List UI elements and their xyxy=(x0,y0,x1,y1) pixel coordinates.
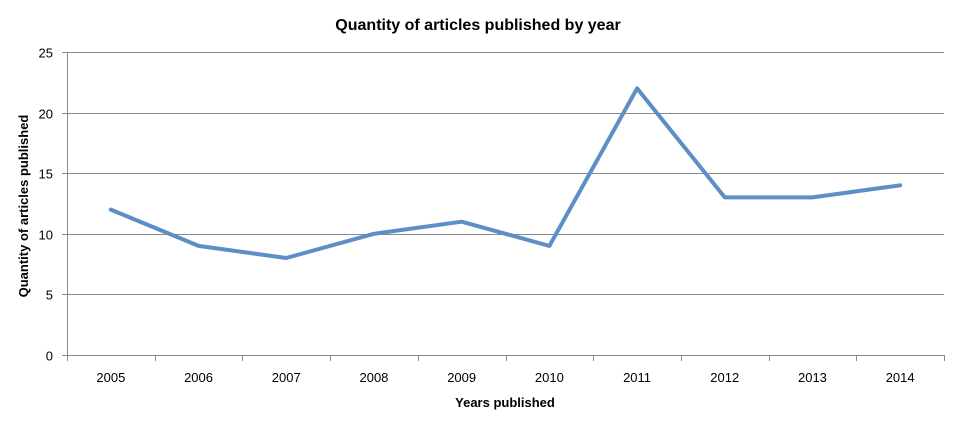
y-tick-label: 25 xyxy=(39,46,53,61)
x-tick-label: 2008 xyxy=(359,370,388,385)
gridlines xyxy=(67,52,944,295)
x-tick-label: 2010 xyxy=(535,370,564,385)
y-tick-label: 10 xyxy=(39,228,53,243)
axes xyxy=(62,52,945,361)
x-tick-label: 2013 xyxy=(798,370,827,385)
y-tick-label: 0 xyxy=(46,349,53,364)
x-tick-labels: 2005 2006 2007 2008 2009 2010 2011 2012 2013 2014 xyxy=(96,370,914,385)
y-tick-label: 15 xyxy=(39,167,53,182)
y-tick-label: 5 xyxy=(46,288,53,303)
x-tick-label: 2014 xyxy=(886,370,915,385)
x-tick-label: 2007 xyxy=(272,370,301,385)
x-tick-label: 2009 xyxy=(447,370,476,385)
y-tick-label: 20 xyxy=(39,107,53,122)
x-axis-title: Years published xyxy=(455,395,555,410)
x-tick-label: 2011 xyxy=(623,370,651,385)
chart-title: Quantity of articles published by year xyxy=(335,17,620,34)
series-line xyxy=(108,86,903,260)
x-tick-label: 2012 xyxy=(710,370,739,385)
y-tick-labels: 0 5 10 15 20 25 xyxy=(39,46,53,364)
y-axis-title: Quantity of articles published xyxy=(16,115,31,298)
x-tick-label: 2005 xyxy=(96,370,125,385)
x-tick-label: 2006 xyxy=(184,370,213,385)
series-lines xyxy=(108,86,903,260)
